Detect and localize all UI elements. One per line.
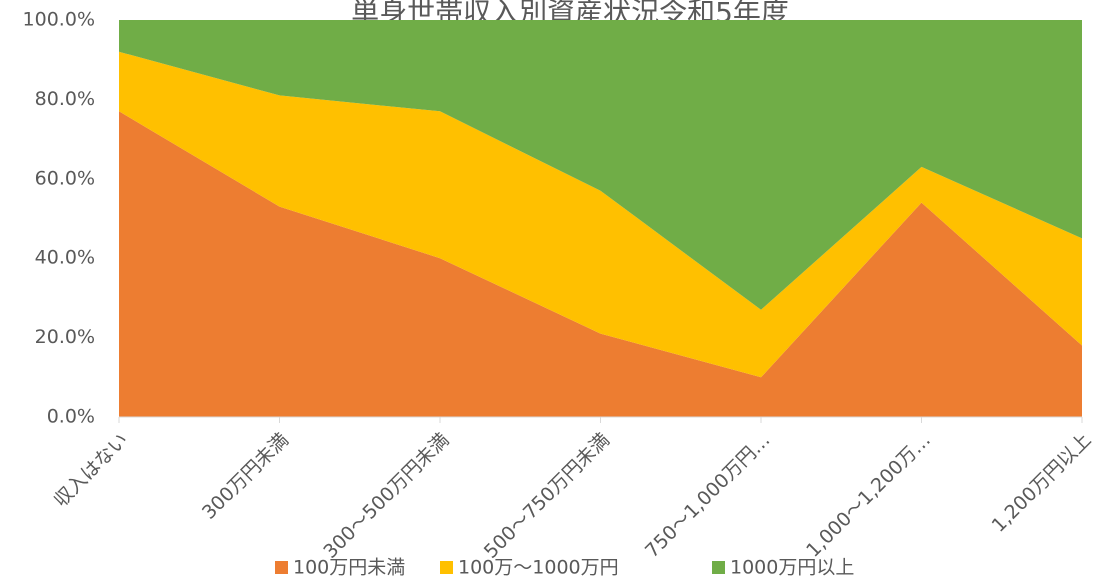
- x-tick-label: 1,200万円以上: [988, 429, 1096, 537]
- legend-swatch: [712, 561, 725, 574]
- legend-label: 100万～1000万円: [458, 557, 619, 579]
- y-tick-label: 100.0%: [23, 9, 95, 31]
- y-tick-label: 20.0%: [35, 326, 95, 348]
- y-tick-label: 60.0%: [35, 167, 95, 189]
- x-tick-label: 750～1,000万円…: [641, 429, 774, 562]
- x-tick-label: 収入はない: [50, 429, 133, 512]
- legend-swatch: [440, 561, 453, 574]
- x-tick-label: 1,000～1,200万…: [802, 429, 935, 562]
- y-tick-label: 0.0%: [47, 406, 95, 428]
- x-tick-label: 300～500万円未満: [319, 429, 453, 563]
- legend-swatch: [275, 561, 288, 574]
- area: [119, 20, 1082, 310]
- legend-label: 100万円未満: [293, 557, 405, 579]
- area: [119, 111, 1082, 417]
- x-tick-label: 500～750万円未満: [480, 429, 614, 563]
- y-tick-label: 40.0%: [35, 247, 95, 269]
- x-tick-label: 300万円未満: [198, 429, 293, 524]
- area: [119, 51, 1082, 378]
- legend-label: 1000万円以上: [730, 557, 854, 579]
- y-tick-label: 80.0%: [35, 88, 95, 110]
